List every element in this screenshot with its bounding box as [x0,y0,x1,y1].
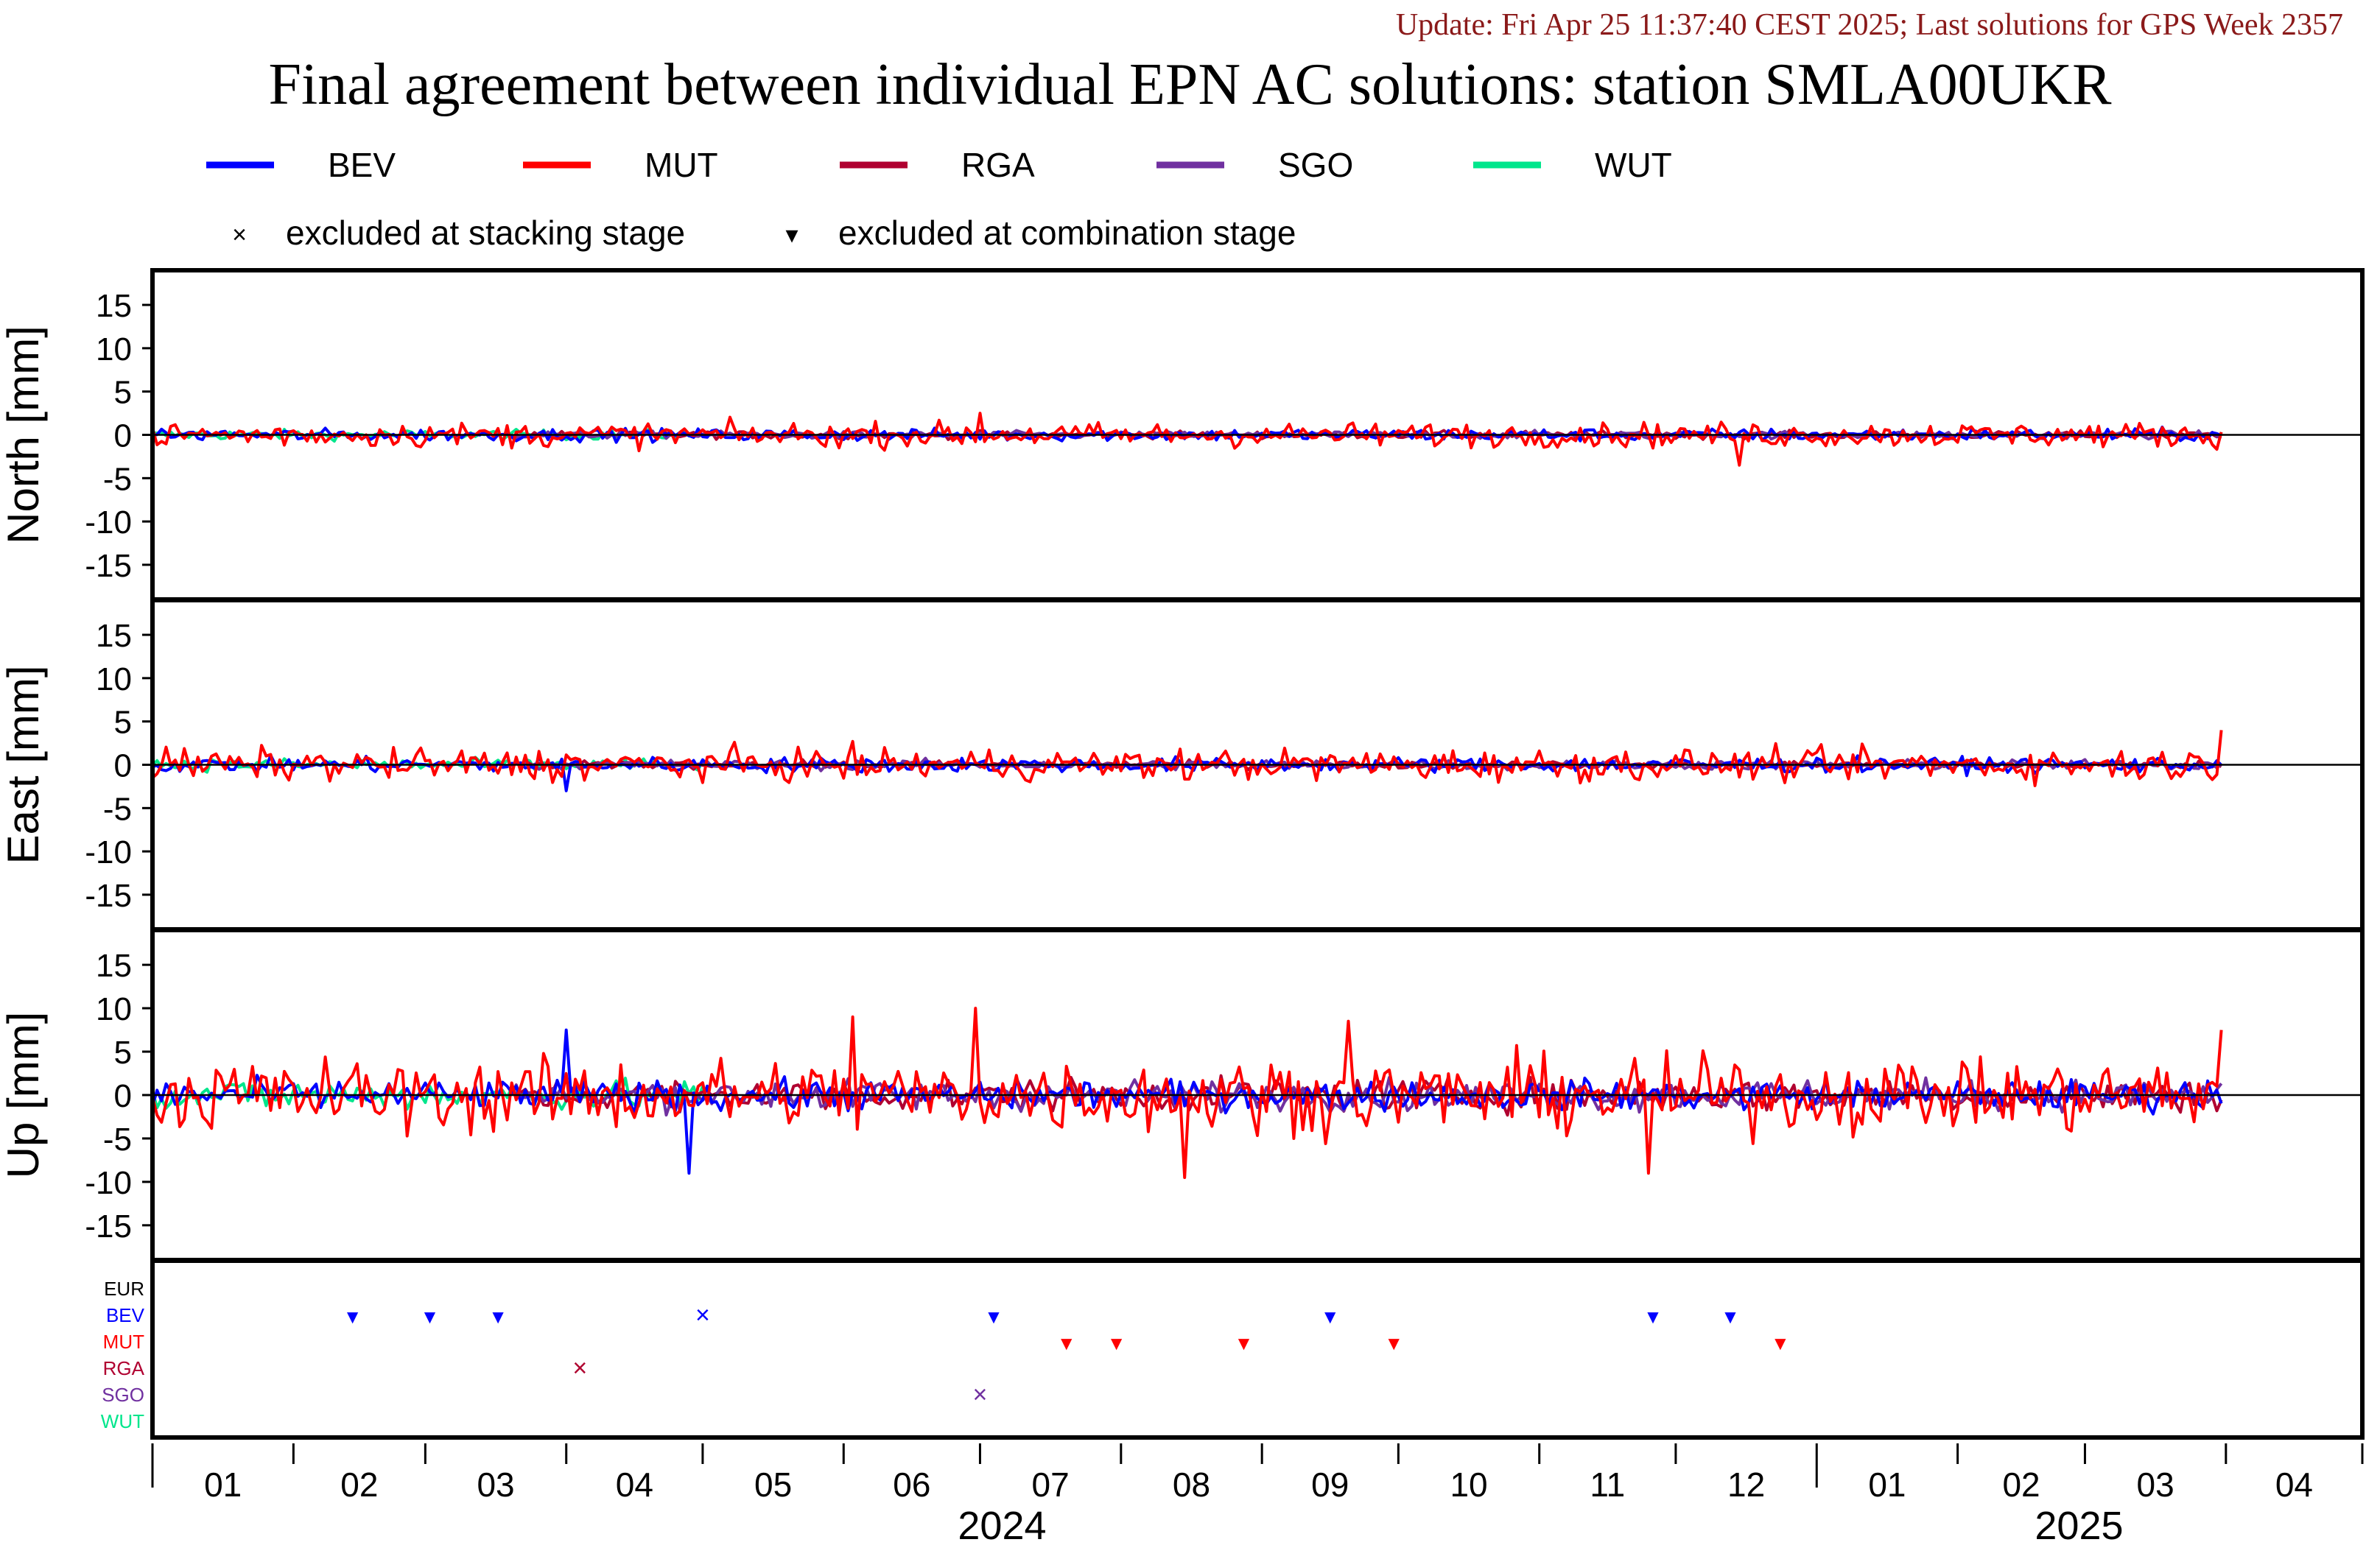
exclusion-row-label-bev: BEV [106,1304,145,1326]
y-tick-label: -5 [103,791,132,827]
x-tick-label: 04 [616,1465,653,1504]
x-tick-label: 03 [2137,1465,2174,1504]
y-tick-label: 5 [114,705,132,741]
x-tick-label: 02 [2002,1465,2040,1504]
x-tick-label: 10 [1450,1465,1487,1504]
exclusion-combination-mark: ▼ [1721,1306,1740,1328]
exclusion-combination-mark: ▼ [1235,1332,1254,1354]
y-tick-label: 15 [96,618,132,654]
series-group [152,730,2223,792]
x-tick-label: 01 [204,1465,242,1504]
exclusion-combination-mark: ▼ [421,1306,440,1328]
x-tick-label: 02 [340,1465,378,1504]
y-tick-label: -10 [85,1165,132,1201]
legend-label-bev: BEV [328,146,396,184]
y-tick-label: -15 [85,1208,132,1245]
legend-stacking-marker-icon: × [232,221,247,249]
y-axis-label-east: East [mm] [0,665,48,864]
legend-label-mut: MUT [645,146,718,184]
legend-stacking-label: excluded at stacking stage [286,214,685,252]
exclusion-stacking-mark: × [572,1354,587,1382]
y-tick-label: -5 [103,461,132,497]
y-tick-label: 0 [114,1078,132,1114]
legend-label-sgo: SGO [1278,146,1353,184]
y-tick-label: 5 [114,1035,132,1071]
series-line-mut [152,412,2223,467]
y-axis-label-north: North [mm] [0,325,48,544]
x-axis: 01 02 03 04 05 06 07 08 09 10 11 12 01 02 03 04 2024 2025 [151,1443,2364,1545]
exclusion-combination-mark: ▼ [343,1306,362,1328]
y-tick-label: 10 [96,331,132,367]
y-tick-label: -15 [85,548,132,584]
series-line-mut [152,730,2223,787]
x-tick-label: 01 [1868,1465,1906,1504]
legend-entry-sgo: SGO [1156,146,1353,184]
exclusion-combination-mark: ▼ [1057,1332,1076,1354]
exclusion-row-label-wut: WUT [101,1410,144,1432]
exclusion-panel: EUR BEV MUT RGA SGO WUT ▼ ▼ ▼ × ▼ ▼ ▼ ▼ ▼ ▼ ▼ ▼ ▼ × × [101,1259,2365,1440]
exclusion-row-label-mut: MUT [103,1331,144,1353]
series-group [152,1007,2223,1179]
x-year-label: 2024 [958,1504,1046,1545]
y-tick-label: 0 [114,748,132,784]
y-tick-label: 15 [96,948,132,984]
y-axis-label-up: Up [mm] [0,1012,48,1179]
exclusion-combination-mark: ▼ [488,1306,508,1328]
panel-up: 15 10 5 0 -5 -10 -15 Up [mm] [0,928,2365,1262]
y-tick-label: 5 [114,375,132,411]
series-group [152,412,2223,467]
legend-entry-mut: MUT [523,146,718,184]
exclusion-combination-mark: ▼ [984,1306,1003,1328]
panel-east: 15 10 5 0 -5 -10 -15 East [mm] [0,598,2365,932]
exclusion-row-label-rga: RGA [103,1357,145,1379]
series-line-mut [152,1007,2223,1179]
y-tick-label: -5 [103,1122,132,1158]
legend-entry-wut: WUT [1473,146,1672,184]
legend-combination-label: excluded at combination stage [838,214,1296,252]
y-tick-label: 10 [96,991,132,1027]
y-tick-label: -15 [85,878,132,914]
x-tick-label: 08 [1173,1465,1210,1504]
exclusion-combination-mark: ▼ [1107,1332,1126,1354]
x-tick-label: 04 [2275,1465,2313,1504]
y-tick-label: -10 [85,834,132,870]
x-tick-label: 09 [1311,1465,1349,1504]
legend-combination-marker-icon: ▾ [785,221,798,249]
panel-north: 15 10 5 0 -5 -10 -15 North [mm] [0,268,2365,602]
exclusion-combination-mark: ▼ [1321,1306,1340,1328]
x-year-label: 2025 [2035,1504,2123,1545]
exclusion-combination-mark: ▼ [1384,1332,1403,1354]
legend-label-wut: WUT [1595,146,1672,184]
exclusion-row-label-eur: EUR [104,1278,144,1300]
exclusion-frame [150,1259,2365,1440]
y-tick-label: 0 [114,418,132,454]
y-tick-label: -10 [85,504,132,541]
y-tick-label: 10 [96,661,132,697]
x-tick-label: 05 [754,1465,792,1504]
exclusion-stacking-mark: × [695,1301,710,1329]
x-tick-label: 06 [893,1465,930,1504]
x-tick-label: 03 [477,1465,514,1504]
x-tick-label: 07 [1032,1465,1070,1504]
chart-title: Final agreement between individual EPN A… [268,52,2112,117]
x-tick-label: 12 [1727,1465,1765,1504]
legend-label-rga: RGA [961,146,1035,184]
legend-entry-rga: RGA [840,146,1035,184]
exclusion-combination-mark: ▼ [1643,1306,1663,1328]
y-tick-label: 15 [96,288,132,324]
legend-entry-bev: BEV [206,146,396,184]
x-tick-label: 11 [1590,1465,1625,1504]
exclusion-stacking-mark: × [973,1381,988,1409]
exclusion-combination-mark: ▼ [1771,1332,1790,1354]
update-timestamp: Update: Fri Apr 25 11:37:40 CEST 2025; L… [1395,8,2343,42]
exclusion-row-label-sgo: SGO [102,1384,144,1406]
